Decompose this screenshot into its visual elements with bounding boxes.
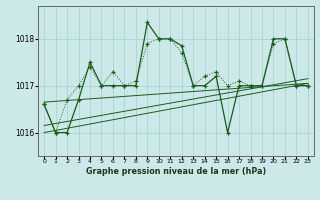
X-axis label: Graphe pression niveau de la mer (hPa): Graphe pression niveau de la mer (hPa)	[86, 167, 266, 176]
